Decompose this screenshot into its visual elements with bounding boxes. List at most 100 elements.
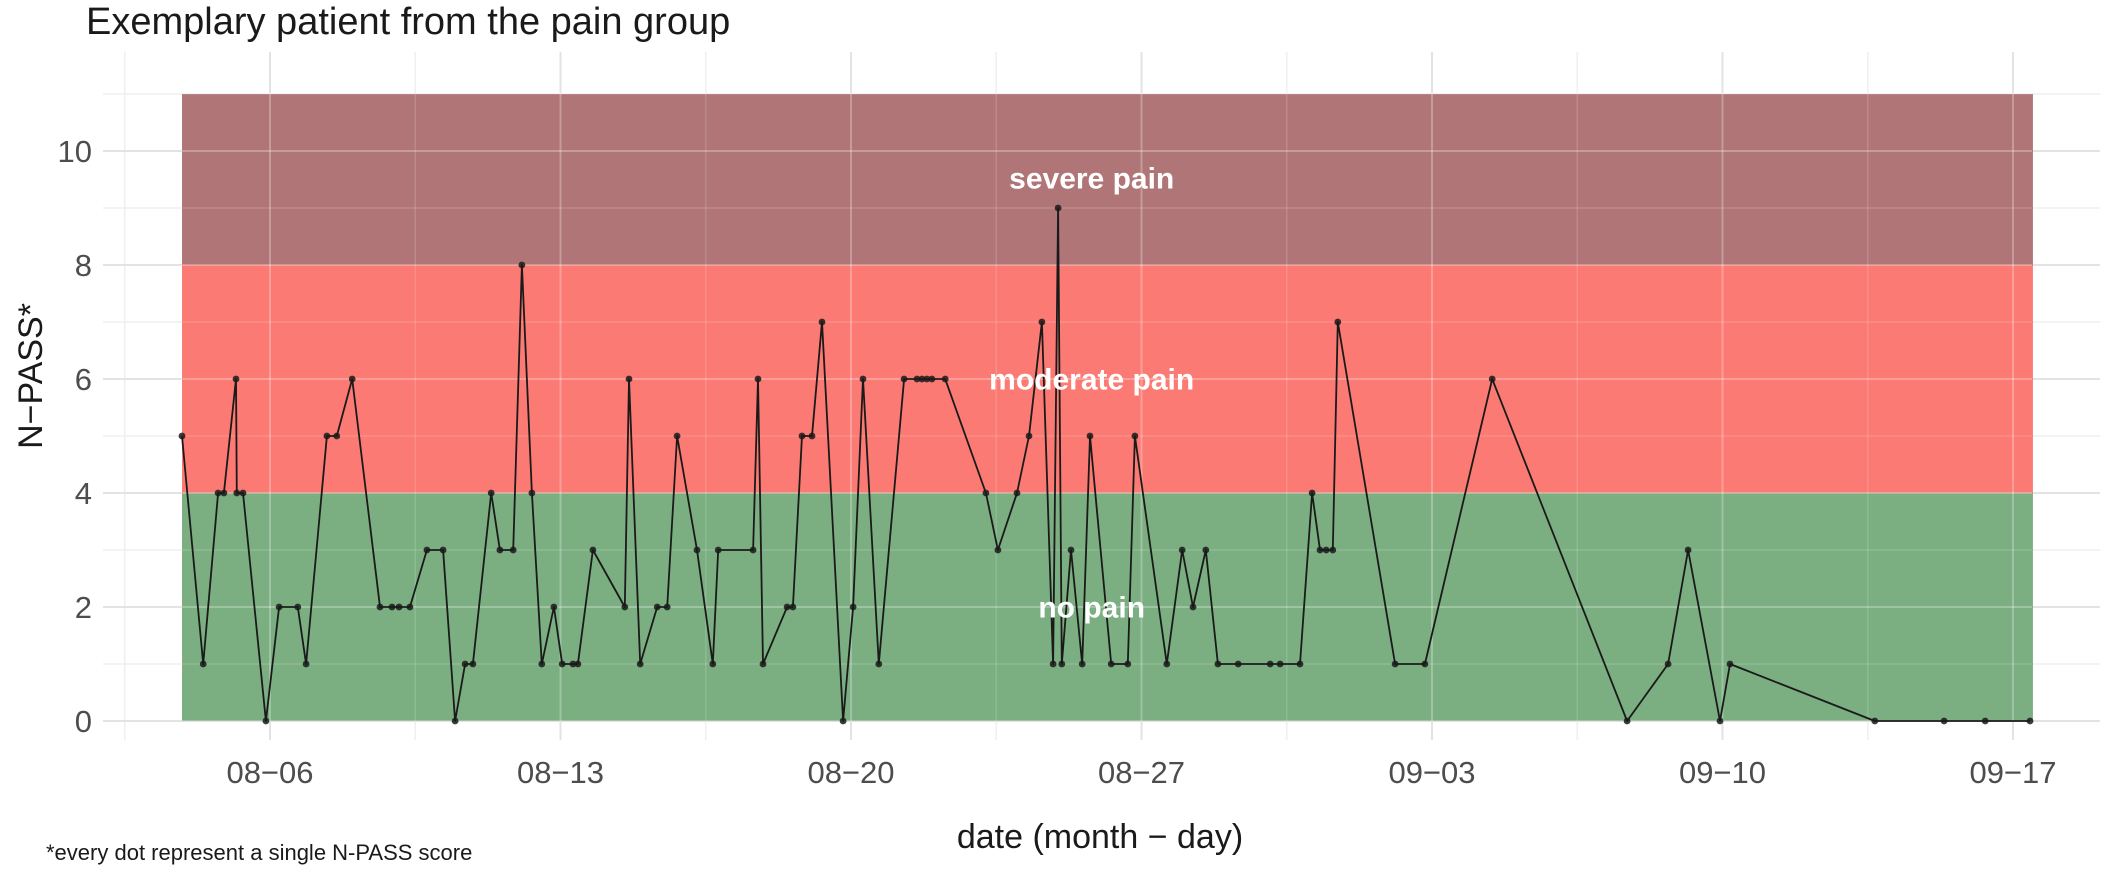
score-point [1322, 546, 1330, 554]
score-point [178, 432, 186, 440]
score-point [275, 603, 283, 611]
score-point [1623, 717, 1631, 725]
score-point [1276, 660, 1284, 668]
score-point [1726, 660, 1734, 668]
score-point [589, 546, 597, 554]
x-axis-ticks: 08−06 08−13 08−20 08−27 09−03 09−10 09−17 [226, 755, 2056, 790]
score-point [451, 717, 459, 725]
score-point [1078, 660, 1086, 668]
score-point [1391, 660, 1399, 668]
score-point [199, 660, 207, 668]
score-point [239, 489, 247, 497]
score-point [1025, 432, 1033, 440]
y-tick-label: 8 [75, 248, 92, 283]
score-point [376, 603, 384, 611]
score-point [1266, 660, 1274, 668]
score-point [1664, 660, 1672, 668]
score-point [1488, 375, 1496, 383]
x-tick-label: 08−20 [807, 755, 894, 790]
score-point [395, 603, 403, 611]
x-tick-label: 09−03 [1388, 755, 1475, 790]
score-point [849, 603, 857, 611]
y-tick-label: 4 [75, 476, 92, 511]
y-axis-ticks: 0 2 4 6 8 10 [58, 134, 92, 739]
x-tick-label: 09−10 [1679, 755, 1766, 790]
score-point [900, 375, 908, 383]
score-series [178, 204, 2034, 725]
score-point [233, 489, 241, 497]
score-point [918, 375, 926, 383]
y-tick-label: 10 [58, 134, 92, 169]
score-point [1316, 546, 1324, 554]
score-point [469, 660, 477, 668]
score-point [423, 546, 431, 554]
y-tick-label: 6 [75, 362, 92, 397]
score-point [621, 603, 629, 611]
score-point [1086, 432, 1094, 440]
score-point [663, 603, 671, 611]
footnote: *every dot represent a single N-PASS sco… [46, 840, 472, 865]
score-point [262, 717, 270, 725]
score-point [323, 432, 331, 440]
band-no-pain [182, 493, 2033, 721]
score-point [528, 489, 536, 497]
score-point [1067, 546, 1075, 554]
score-point [538, 660, 546, 668]
score-point [388, 603, 396, 611]
score-point [1716, 717, 1724, 725]
score-point [487, 489, 495, 497]
band-label-moderate-pain: moderate pain [989, 364, 1194, 397]
score-point [808, 432, 816, 440]
score-point [406, 603, 414, 611]
score-point [783, 603, 791, 611]
score-point [1058, 660, 1066, 668]
score-point [558, 660, 566, 668]
y-tick-label: 0 [75, 704, 92, 739]
score-point [1981, 717, 1989, 725]
score-point [759, 660, 767, 668]
x-tick-label: 09−17 [1969, 755, 2056, 790]
score-point [2026, 717, 2034, 725]
score-point [574, 660, 582, 668]
score-point [232, 375, 240, 383]
band-moderate-pain [182, 265, 2033, 493]
score-point [569, 660, 577, 668]
score-point [749, 546, 757, 554]
score-point [673, 432, 681, 440]
score-point [1234, 660, 1242, 668]
score-point [496, 546, 504, 554]
score-point [1038, 318, 1046, 326]
score-point [518, 261, 526, 269]
score-point [1131, 432, 1139, 440]
score-point [1871, 717, 1879, 725]
score-point [1214, 660, 1222, 668]
score-point [994, 546, 1002, 554]
score-point [913, 375, 921, 383]
score-point [220, 489, 228, 497]
score-point [859, 375, 867, 383]
score-point [839, 717, 847, 725]
band-label-no-pain: no pain [1038, 592, 1145, 625]
chart-title: Exemplary patient from the pain group [86, 1, 730, 43]
y-axis-title: N−PASS* [12, 303, 50, 449]
score-point [1189, 603, 1197, 611]
score-point [461, 660, 469, 668]
x-tick-label: 08−06 [226, 755, 313, 790]
score-point [1684, 546, 1692, 554]
score-point [1124, 660, 1132, 668]
score-point [1308, 489, 1316, 497]
score-point [1329, 546, 1337, 554]
score-point [754, 375, 762, 383]
score-point [941, 375, 949, 383]
score-point [789, 603, 797, 611]
score-point [348, 375, 356, 383]
band-annotations: no pain moderate pain severe pain [989, 162, 1194, 624]
score-point [709, 660, 717, 668]
score-point [1163, 660, 1171, 668]
score-point [636, 660, 644, 668]
y-tick-label: 2 [75, 590, 92, 625]
score-point [333, 432, 341, 440]
band-label-severe-pain: severe pain [1009, 162, 1174, 195]
